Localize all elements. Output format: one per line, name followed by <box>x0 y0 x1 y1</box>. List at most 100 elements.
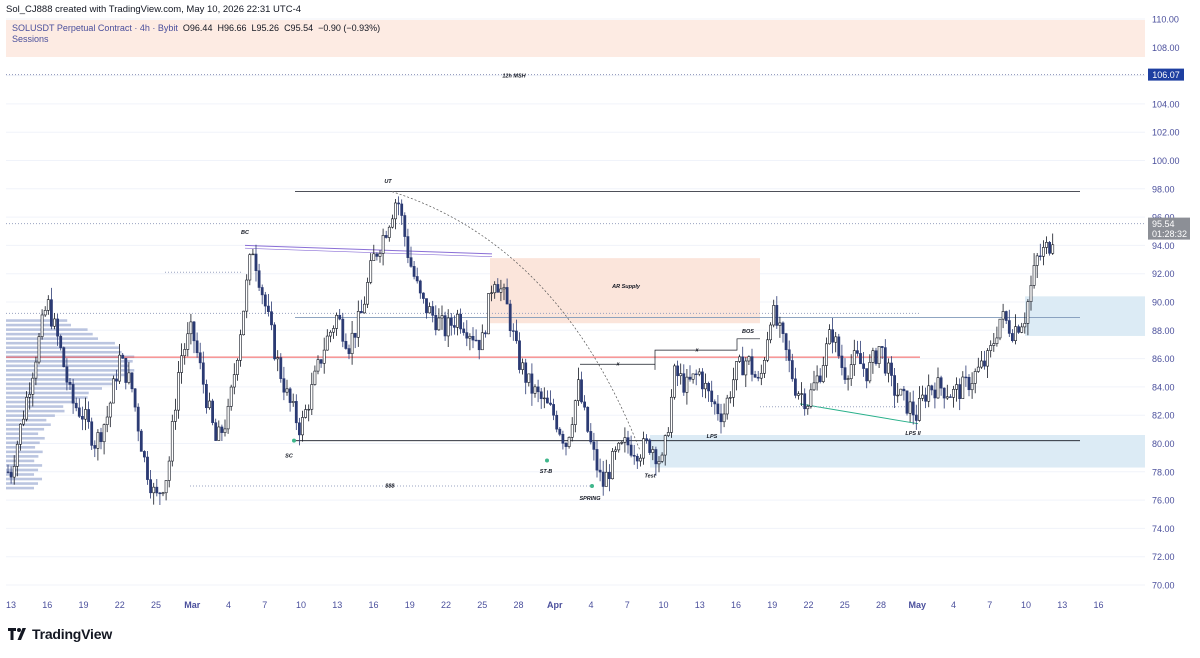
candle-body <box>986 350 990 367</box>
volume-profile-bar <box>6 396 88 399</box>
candle-body <box>769 324 773 341</box>
candle-body <box>397 202 401 205</box>
candle-body <box>161 492 165 495</box>
x-label-2: x <box>694 348 699 354</box>
candle-body <box>936 377 940 399</box>
structure-line-2 <box>654 338 760 370</box>
candle-body <box>6 471 10 473</box>
price-axis-tick: 88.00 <box>1152 326 1175 336</box>
price-axis-tick: 90.00 <box>1152 298 1175 308</box>
candle-body <box>899 388 903 396</box>
candle-body <box>738 356 742 362</box>
candle-body <box>1026 301 1030 324</box>
candle-body <box>81 416 84 420</box>
candle-body <box>890 362 893 376</box>
price-axis-tick: 74.00 <box>1152 524 1175 534</box>
volume-profile-bar <box>6 418 47 422</box>
candle-body <box>654 449 658 465</box>
candle-body <box>124 358 128 383</box>
volume-profile-bar <box>6 432 39 436</box>
candle-body <box>840 355 844 368</box>
price-axis-tick: 98.00 <box>1152 184 1175 194</box>
st-b-label: ST-B <box>540 469 553 475</box>
candle-body <box>679 373 683 377</box>
candle-body <box>896 394 900 397</box>
time-axis-tick: 28 <box>513 600 523 610</box>
candle-body <box>189 321 193 335</box>
candle-body <box>753 374 757 378</box>
volume-profile-bar <box>6 332 93 336</box>
tradingview-logo[interactable]: TradingView <box>8 625 112 643</box>
candle-body <box>927 385 931 402</box>
candle-body <box>970 383 974 391</box>
candle-body <box>93 445 97 449</box>
time-axis-tick: 19 <box>767 600 777 610</box>
bc-trendline-2 <box>244 247 493 258</box>
candle-body <box>164 480 168 494</box>
ar-supply-label: AR Supply <box>611 284 641 290</box>
candle-body <box>487 293 490 335</box>
candle-body <box>731 379 735 398</box>
volume-profile-bar <box>6 323 71 327</box>
time-axis-tick: 22 <box>441 600 451 610</box>
time-axis-tick: 16 <box>368 600 378 610</box>
candle-body <box>545 397 549 404</box>
symbol-info[interactable]: SOLUSDT Perpetual Contract · 4h · Bybit … <box>12 23 380 33</box>
candle-body <box>611 451 614 480</box>
price-axis-tick: 110.00 <box>1152 15 1179 25</box>
candle-body <box>741 356 745 376</box>
candle-body <box>68 381 72 385</box>
candle-body <box>62 347 66 368</box>
candle-body <box>831 329 835 343</box>
candle-body <box>1023 323 1027 328</box>
candle-body <box>942 387 946 399</box>
candle-body <box>440 315 444 319</box>
candle-body <box>521 362 525 370</box>
price-axis-tick: 102.00 <box>1152 128 1180 138</box>
sessions-indicator-label[interactable]: Sessions <box>12 34 49 44</box>
volume-profile-bar <box>6 441 40 445</box>
candle-body <box>580 379 583 403</box>
candle-body <box>589 431 593 443</box>
candle-body <box>471 335 475 341</box>
candle-body <box>766 339 769 361</box>
candle-body <box>905 390 909 414</box>
candle-body <box>772 305 776 326</box>
candle-body <box>43 310 47 316</box>
lps-ii-label: LPS II <box>905 431 921 437</box>
time-axis-tick: Mar <box>184 600 201 610</box>
candle-body <box>366 282 370 305</box>
candle-body <box>483 332 487 335</box>
candle-body <box>852 350 856 365</box>
candle-body <box>573 400 577 425</box>
candle-body <box>214 422 218 441</box>
candle-body <box>663 435 667 456</box>
candle-body <box>713 401 717 405</box>
candle-body <box>22 418 25 425</box>
candle-body <box>56 318 60 337</box>
candle-body <box>341 318 345 342</box>
candle-body <box>133 388 137 408</box>
candle-body <box>313 370 317 385</box>
volume-profile-bar <box>6 427 45 431</box>
candle-body <box>412 266 416 277</box>
candle-body <box>874 350 878 364</box>
candle-body <box>660 454 664 462</box>
candle-body <box>666 432 670 436</box>
candle-body <box>170 421 174 462</box>
candle-body <box>9 471 13 478</box>
candle-body <box>536 386 540 393</box>
candle-body <box>15 443 19 467</box>
candle-body <box>924 394 928 402</box>
candle-body <box>40 314 44 337</box>
candle-body <box>992 343 996 346</box>
price-axis-tick: 84.00 <box>1152 382 1175 392</box>
time-axis-tick: 19 <box>78 600 88 610</box>
candle-body <box>524 362 528 383</box>
candle-body <box>31 377 35 395</box>
time-axis-tick: 19 <box>405 600 415 610</box>
candle-body <box>967 376 971 391</box>
candle-body <box>1035 255 1039 266</box>
volume-profile-bar <box>6 414 55 417</box>
